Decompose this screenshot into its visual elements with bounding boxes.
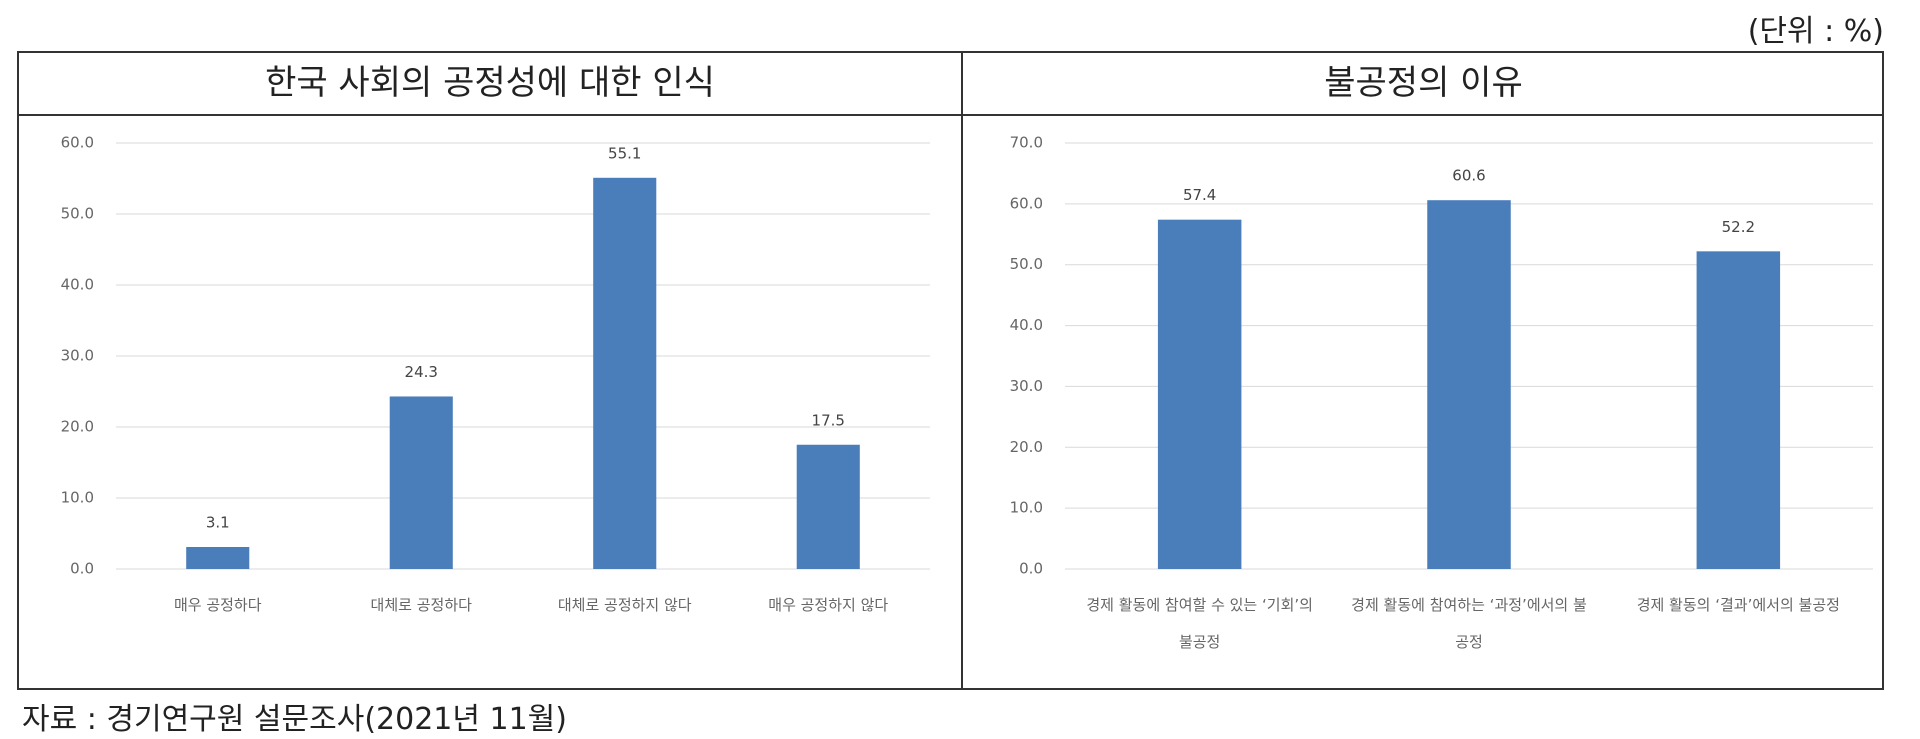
bar <box>1427 200 1511 569</box>
x-tick-label: 경제 활동의 ‘결과’에서의 불공정 <box>1636 596 1840 614</box>
bar <box>593 177 657 570</box>
y-tick-label: 40.0 <box>1010 316 1043 334</box>
bar <box>186 546 250 569</box>
chart-title: 한국 사회의 공정성에 대한 인식 <box>265 63 715 103</box>
data-label: 24.3 <box>405 363 438 381</box>
data-label: 52.2 <box>1722 218 1755 236</box>
y-tick-label: 10.0 <box>61 489 94 507</box>
x-tick-label: 매우 공정하지 않다 <box>768 596 889 614</box>
y-tick-label: 50.0 <box>1010 255 1043 273</box>
y-tick-label: 60.0 <box>1010 194 1043 212</box>
y-tick-label: 50.0 <box>61 205 94 223</box>
data-label: 3.1 <box>206 513 230 531</box>
y-tick-label: 10.0 <box>1010 499 1043 517</box>
y-tick-label: 0.0 <box>1019 560 1043 578</box>
y-tick-label: 30.0 <box>61 347 94 365</box>
y-tick-label: 40.0 <box>61 276 94 294</box>
x-tick-label: 대체로 공정하지 않다 <box>557 596 692 614</box>
x-tick-label: 매우 공정하다 <box>173 596 262 614</box>
y-tick-label: 20.0 <box>61 418 94 436</box>
y-tick-label: 30.0 <box>1010 377 1043 395</box>
y-tick-label: 70.0 <box>1010 134 1043 152</box>
x-tick-label: 대체로 공정하다 <box>370 596 472 614</box>
header-rule <box>17 114 1884 116</box>
bar <box>1157 219 1242 569</box>
data-label: 57.4 <box>1183 186 1216 204</box>
bar <box>796 444 860 569</box>
x-tick-label: 경제 활동에 참여하는 ‘과정’에서의 불공정 <box>1351 596 1587 651</box>
bar <box>1696 251 1781 569</box>
y-tick-label: 60.0 <box>61 134 94 152</box>
divider <box>961 51 963 690</box>
data-label: 60.6 <box>1452 167 1485 185</box>
y-tick-label: 0.0 <box>70 560 94 578</box>
y-tick-label: 20.0 <box>1010 438 1043 456</box>
data-label: 55.1 <box>608 144 641 162</box>
data-label: 17.5 <box>812 411 845 429</box>
source-note: 자료 : 경기연구원 설문조사(2021년 11월) <box>22 702 567 737</box>
chart-title: 불공정의 이유 <box>1324 63 1523 103</box>
unit-label: (단위 : %) <box>1747 14 1884 49</box>
frame <box>17 51 1884 690</box>
bar <box>389 396 453 569</box>
x-tick-label: 경제 활동에 참여할 수 있는 ‘기회’의 불공정 <box>1086 596 1313 651</box>
